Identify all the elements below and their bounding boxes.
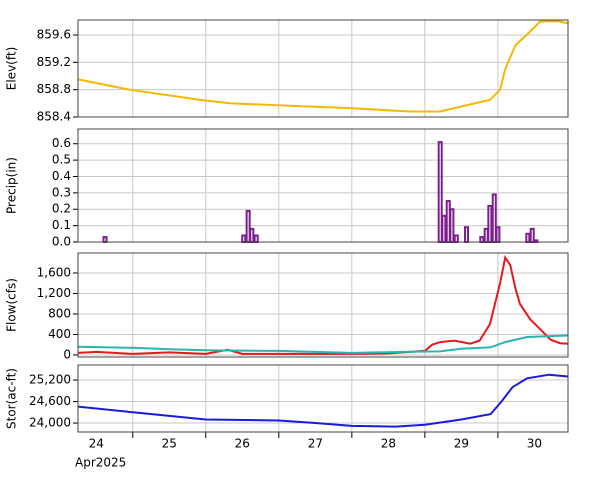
line [77,334,569,354]
y-tick-label: 858.8 [37,82,71,96]
panel-background [78,129,568,242]
y-tick-label: 24,000 [29,416,71,430]
y-tick-label: 0.0 [52,235,71,249]
y-tick-label: 400 [48,327,71,341]
line [77,255,569,355]
y-tick-label: 25,200 [29,373,71,387]
x-axis-label: Apr2025 [75,456,126,470]
x-tick-label: 27 [308,437,323,451]
x-tick-label: 26 [235,437,250,451]
y-tick-label: 0.1 [52,218,71,232]
panel-background [78,253,568,357]
x-tick-label: 29 [454,437,469,451]
y-tick-label: 24,600 [29,394,71,408]
y-tick-label: 0.3 [52,185,71,199]
x-tick-label: 28 [381,437,396,451]
panel-frame [77,19,569,118]
y-tick-label: 859.2 [37,55,71,69]
y-axis-label: Precip(in) [5,157,19,214]
panel-frame [77,128,569,243]
x-tick-label: 30 [527,437,542,451]
y-axis-label: Stor(ac-ft) [5,368,19,429]
line [77,373,569,428]
y-tick-label: 859.6 [37,28,71,42]
panel-frame [77,364,569,433]
y-tick-label: 0 [63,347,71,361]
y-tick-label: 858.4 [37,110,71,124]
x-tick-label: 24 [89,437,104,451]
panel-background [78,365,568,432]
line [77,20,569,113]
y-tick-label: 800 [48,306,71,320]
y-axis-label: Flow(cfs) [5,278,19,332]
y-tick-label: 0.2 [52,202,71,216]
x-tick-label: 25 [162,437,177,451]
y-tick-label: 1,600 [37,265,71,279]
y-tick-label: 0.5 [52,153,71,167]
y-axis-label: Elev(ft) [5,47,19,90]
panel-frame [77,252,569,358]
y-tick-label: 0.4 [52,169,71,183]
y-tick-label: 0.6 [52,136,71,150]
y-tick-label: 1,200 [37,286,71,300]
